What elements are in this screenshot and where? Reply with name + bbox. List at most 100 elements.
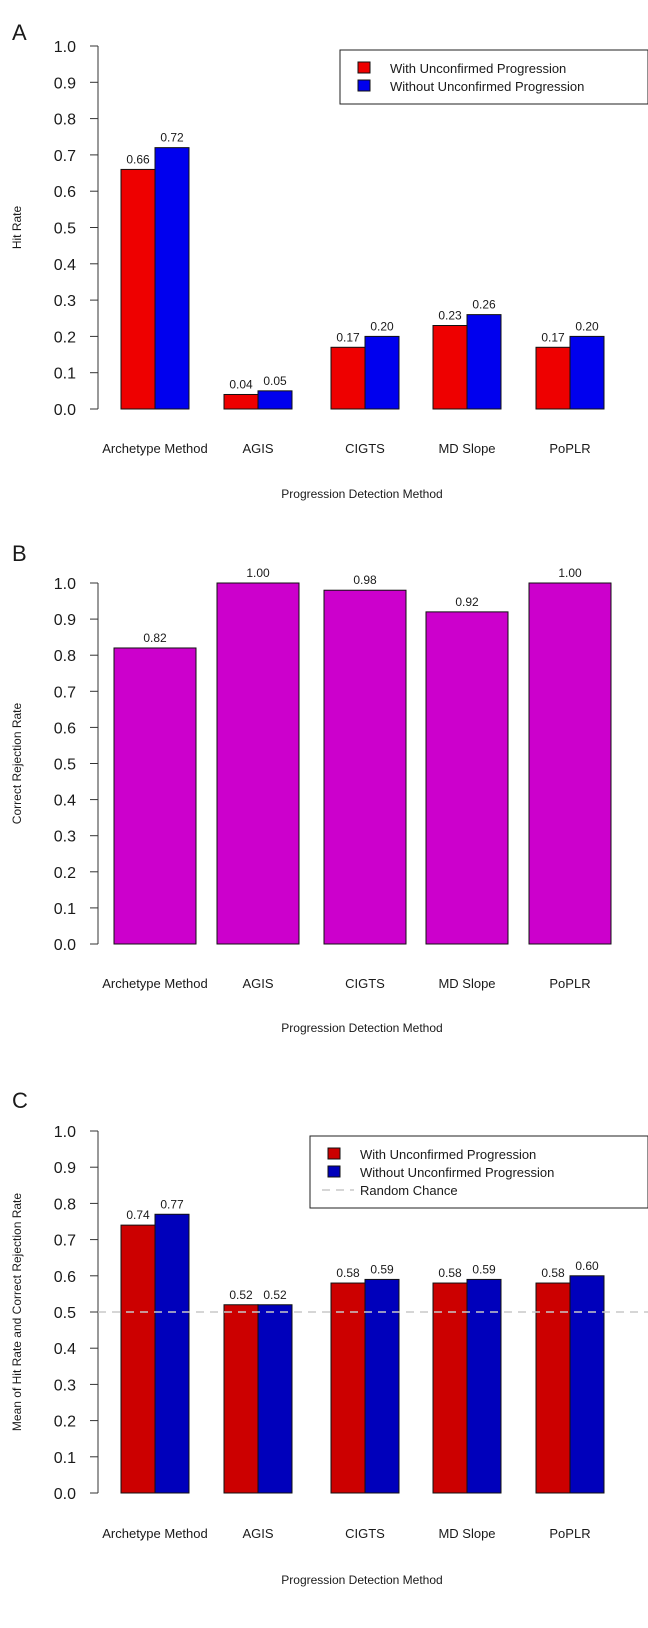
bar — [364, 335, 400, 410]
bar-value-label: 0.04 — [229, 377, 253, 391]
bar — [466, 314, 502, 410]
y-axis-title: Mean of Hit Rate and Correct Rejection R… — [10, 1193, 24, 1431]
legend: With Unconfirmed Progression Without Unco… — [339, 49, 648, 105]
bar-value-label: 0.60 — [575, 1259, 599, 1273]
y-tick-label: 0.6 — [54, 720, 76, 737]
bar — [113, 647, 197, 945]
chart-panel-b: B 0.0 0.1 0.2 0.3 0.4 0.5 0.6 0.7 0.8 0.9 1.0 Correc… — [10, 541, 612, 1035]
legend-entry-label: With Unconfirmed Progression — [390, 61, 566, 76]
bar — [120, 1224, 156, 1494]
y-tick-label: 0.4 — [54, 793, 76, 810]
bar — [535, 346, 571, 410]
category-label: AGIS — [242, 1526, 273, 1541]
bar-value-label: 0.98 — [353, 573, 377, 587]
bar — [154, 1213, 190, 1494]
legend-box — [309, 1135, 648, 1209]
category-label: AGIS — [242, 976, 273, 991]
category-label: CIGTS — [345, 1526, 385, 1541]
legend-swatch — [357, 79, 371, 92]
y-tick-label: 0.9 — [54, 612, 76, 629]
bar — [432, 325, 468, 410]
y-tick-label: 1.0 — [54, 39, 76, 56]
category-label: PoPLR — [549, 976, 590, 991]
bar-value-label: 0.58 — [541, 1266, 565, 1280]
y-tick-label: 0.0 — [54, 937, 76, 954]
bar — [432, 1282, 468, 1494]
bar-value-label: 0.77 — [160, 1197, 184, 1211]
bar-value-label: 1.00 — [246, 566, 270, 580]
y-tick-label: 0.7 — [54, 148, 76, 165]
bar — [364, 1278, 400, 1494]
category-label: PoPLR — [549, 441, 590, 456]
category-label: Archetype Method — [102, 441, 208, 456]
bar — [569, 1275, 605, 1494]
x-axis-title: Progression Detection Method — [281, 1573, 442, 1587]
y-tick-label: 0.5 — [54, 757, 76, 774]
y-tick-label: 0.7 — [54, 684, 76, 701]
category-label: Archetype Method — [102, 1526, 208, 1541]
bar — [154, 147, 190, 410]
category-label: CIGTS — [345, 976, 385, 991]
bar-value-label: 0.23 — [438, 309, 462, 323]
bar-value-label: 0.66 — [126, 152, 150, 166]
y-tick-label: 0.1 — [54, 1450, 76, 1467]
bar-value-label: 1.00 — [558, 566, 582, 580]
category-label: Archetype Method — [102, 976, 208, 991]
y-tick-label: 0.0 — [54, 402, 76, 419]
y-axis-title: Hit Rate — [10, 206, 24, 250]
panel-letter: B — [12, 541, 27, 566]
y-tick-label: 0.9 — [54, 75, 76, 92]
bar-value-label: 0.17 — [336, 330, 360, 344]
legend-entry-label: Random Chance — [360, 1183, 458, 1198]
category-label: PoPLR — [549, 1526, 590, 1541]
bar-value-label: 0.92 — [455, 595, 479, 609]
bar-value-label: 0.26 — [472, 298, 496, 312]
y-tick-label: 1.0 — [54, 576, 76, 593]
chart-panel-a: A 0.0 0.1 0.2 0.3 0.4 0.5 0.6 0.7 0.8 0.9 1.0 Hit Ra… — [10, 20, 648, 501]
bar — [330, 346, 366, 410]
y-axis-title: Correct Rejection Rate — [10, 702, 24, 824]
y-tick-label: 0.1 — [54, 366, 76, 383]
bar-value-label: 0.82 — [143, 631, 167, 645]
y-tick-label: 0.8 — [54, 1196, 76, 1213]
y-tick-label: 0.3 — [54, 1377, 76, 1394]
y-tick-label: 0.4 — [54, 257, 76, 274]
bar-value-label: 0.20 — [575, 319, 599, 333]
bar-value-label: 0.72 — [160, 131, 184, 145]
y-tick-label: 0.1 — [54, 901, 76, 918]
bar — [257, 1304, 293, 1494]
bar — [223, 393, 259, 410]
bar — [569, 335, 605, 410]
bar-value-label: 0.17 — [541, 330, 565, 344]
bar-value-label: 0.74 — [126, 1208, 150, 1222]
y-tick-label: 0.8 — [54, 648, 76, 665]
legend-swatch — [327, 1165, 341, 1178]
legend-entry-label: Without Unconfirmed Progression — [360, 1165, 554, 1180]
chart-panel-c: C 0.0 0.1 0.2 0.3 0.4 0.5 0.6 0.7 0.8 0.9 1.0 Mean o… — [10, 1088, 648, 1587]
y-tick-label: 0.2 — [54, 1414, 76, 1431]
bar-value-label: 0.52 — [229, 1288, 253, 1302]
y-tick-label: 0.6 — [54, 184, 76, 201]
bar — [330, 1282, 366, 1494]
y-tick-label: 0.4 — [54, 1341, 76, 1358]
bar — [528, 582, 612, 945]
bar — [535, 1282, 571, 1494]
y-tick-label: 0.6 — [54, 1269, 76, 1286]
bar — [257, 390, 293, 410]
y-tick-label: 0.9 — [54, 1160, 76, 1177]
x-axis-title: Progression Detection Method — [281, 487, 442, 501]
bar — [466, 1278, 502, 1494]
category-label: CIGTS — [345, 441, 385, 456]
y-tick-label: 1.0 — [54, 1124, 76, 1141]
category-label: MD Slope — [438, 1526, 495, 1541]
bar — [323, 589, 407, 945]
panel-letter: A — [12, 20, 27, 45]
legend-swatch — [327, 1147, 341, 1160]
category-label: AGIS — [242, 441, 273, 456]
bar-value-label: 0.59 — [370, 1262, 394, 1276]
category-label: MD Slope — [438, 441, 495, 456]
bar — [223, 1304, 259, 1494]
y-tick-label: 0.7 — [54, 1233, 76, 1250]
bar-value-label: 0.05 — [263, 374, 287, 388]
